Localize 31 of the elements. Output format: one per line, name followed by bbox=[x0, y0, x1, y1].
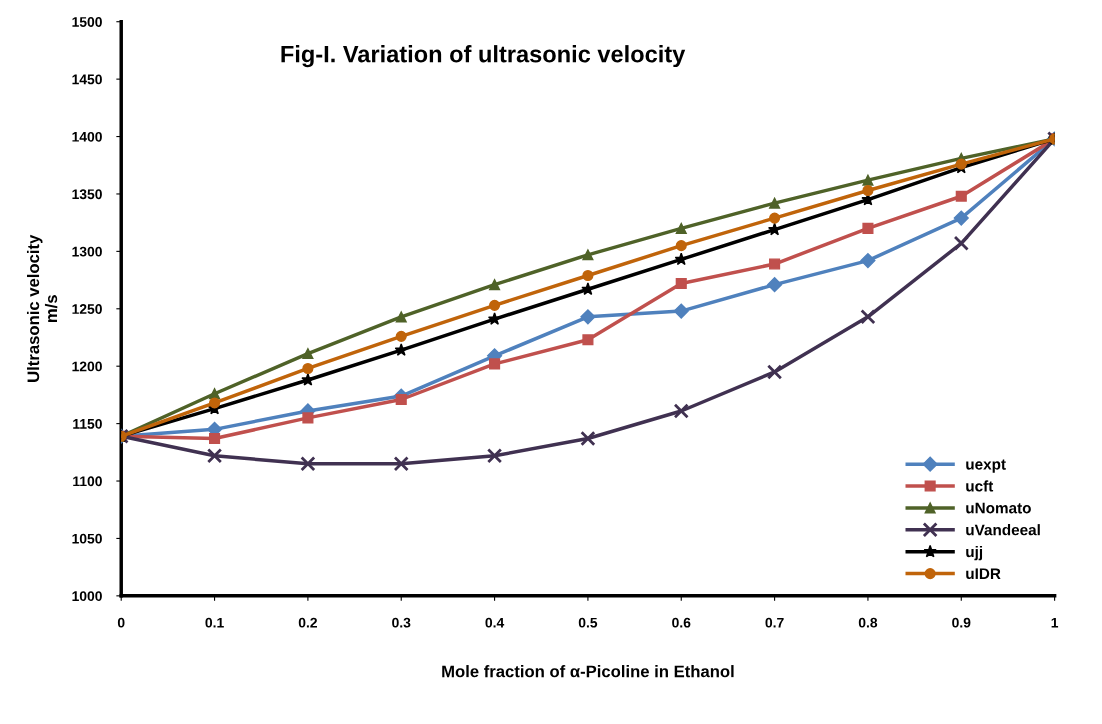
legend-label: ucft bbox=[966, 480, 994, 492]
x-tick-label: 0.6 bbox=[672, 617, 691, 628]
x-tick-label: 0.5 bbox=[578, 617, 598, 628]
y-tick-label: 1000 bbox=[72, 591, 102, 602]
y-tick-label: 1200 bbox=[72, 361, 102, 372]
x-tick-label: 0.8 bbox=[858, 617, 878, 628]
x-tick-label: 0 bbox=[117, 617, 125, 628]
legend-label: ujj bbox=[966, 545, 983, 561]
x-tick-label: 1 bbox=[1051, 617, 1059, 628]
y-tick-label: 1300 bbox=[72, 246, 102, 257]
x-tick-label: 0.7 bbox=[765, 617, 784, 628]
y-tick-label: 1150 bbox=[73, 418, 102, 429]
y-tick-label: 1500 bbox=[72, 17, 102, 27]
legend-label: uexpt bbox=[966, 459, 1006, 473]
y-tick-label: 1450 bbox=[72, 74, 102, 85]
x-tick-label: 0.2 bbox=[298, 617, 317, 628]
x-tick-label: 0.1 bbox=[205, 617, 224, 628]
y-axis-title: Ultrasonic velocity m/s bbox=[26, 234, 58, 382]
y-tick-label: 1350 bbox=[72, 189, 102, 200]
y-tick-label: 1100 bbox=[73, 476, 102, 487]
y-tick-label: 1250 bbox=[72, 304, 102, 314]
y-tick-label: 1400 bbox=[72, 131, 102, 142]
legend-label: uIDR bbox=[966, 568, 1001, 580]
x-tick-label: 0.3 bbox=[392, 617, 411, 628]
x-tick-label: 0.4 bbox=[485, 617, 505, 628]
legend-label: uNomato bbox=[966, 502, 1031, 514]
text: Fig-I. Variation of ultrasonic velocity bbox=[281, 45, 686, 68]
y-tick-label: 1050 bbox=[72, 533, 102, 544]
legend-label: uVandeeal bbox=[966, 524, 1040, 536]
x-tick-label: 0.9 bbox=[952, 617, 971, 628]
x-axis-title: Mole fraction of α-Picoline in Ethanol bbox=[442, 665, 734, 678]
